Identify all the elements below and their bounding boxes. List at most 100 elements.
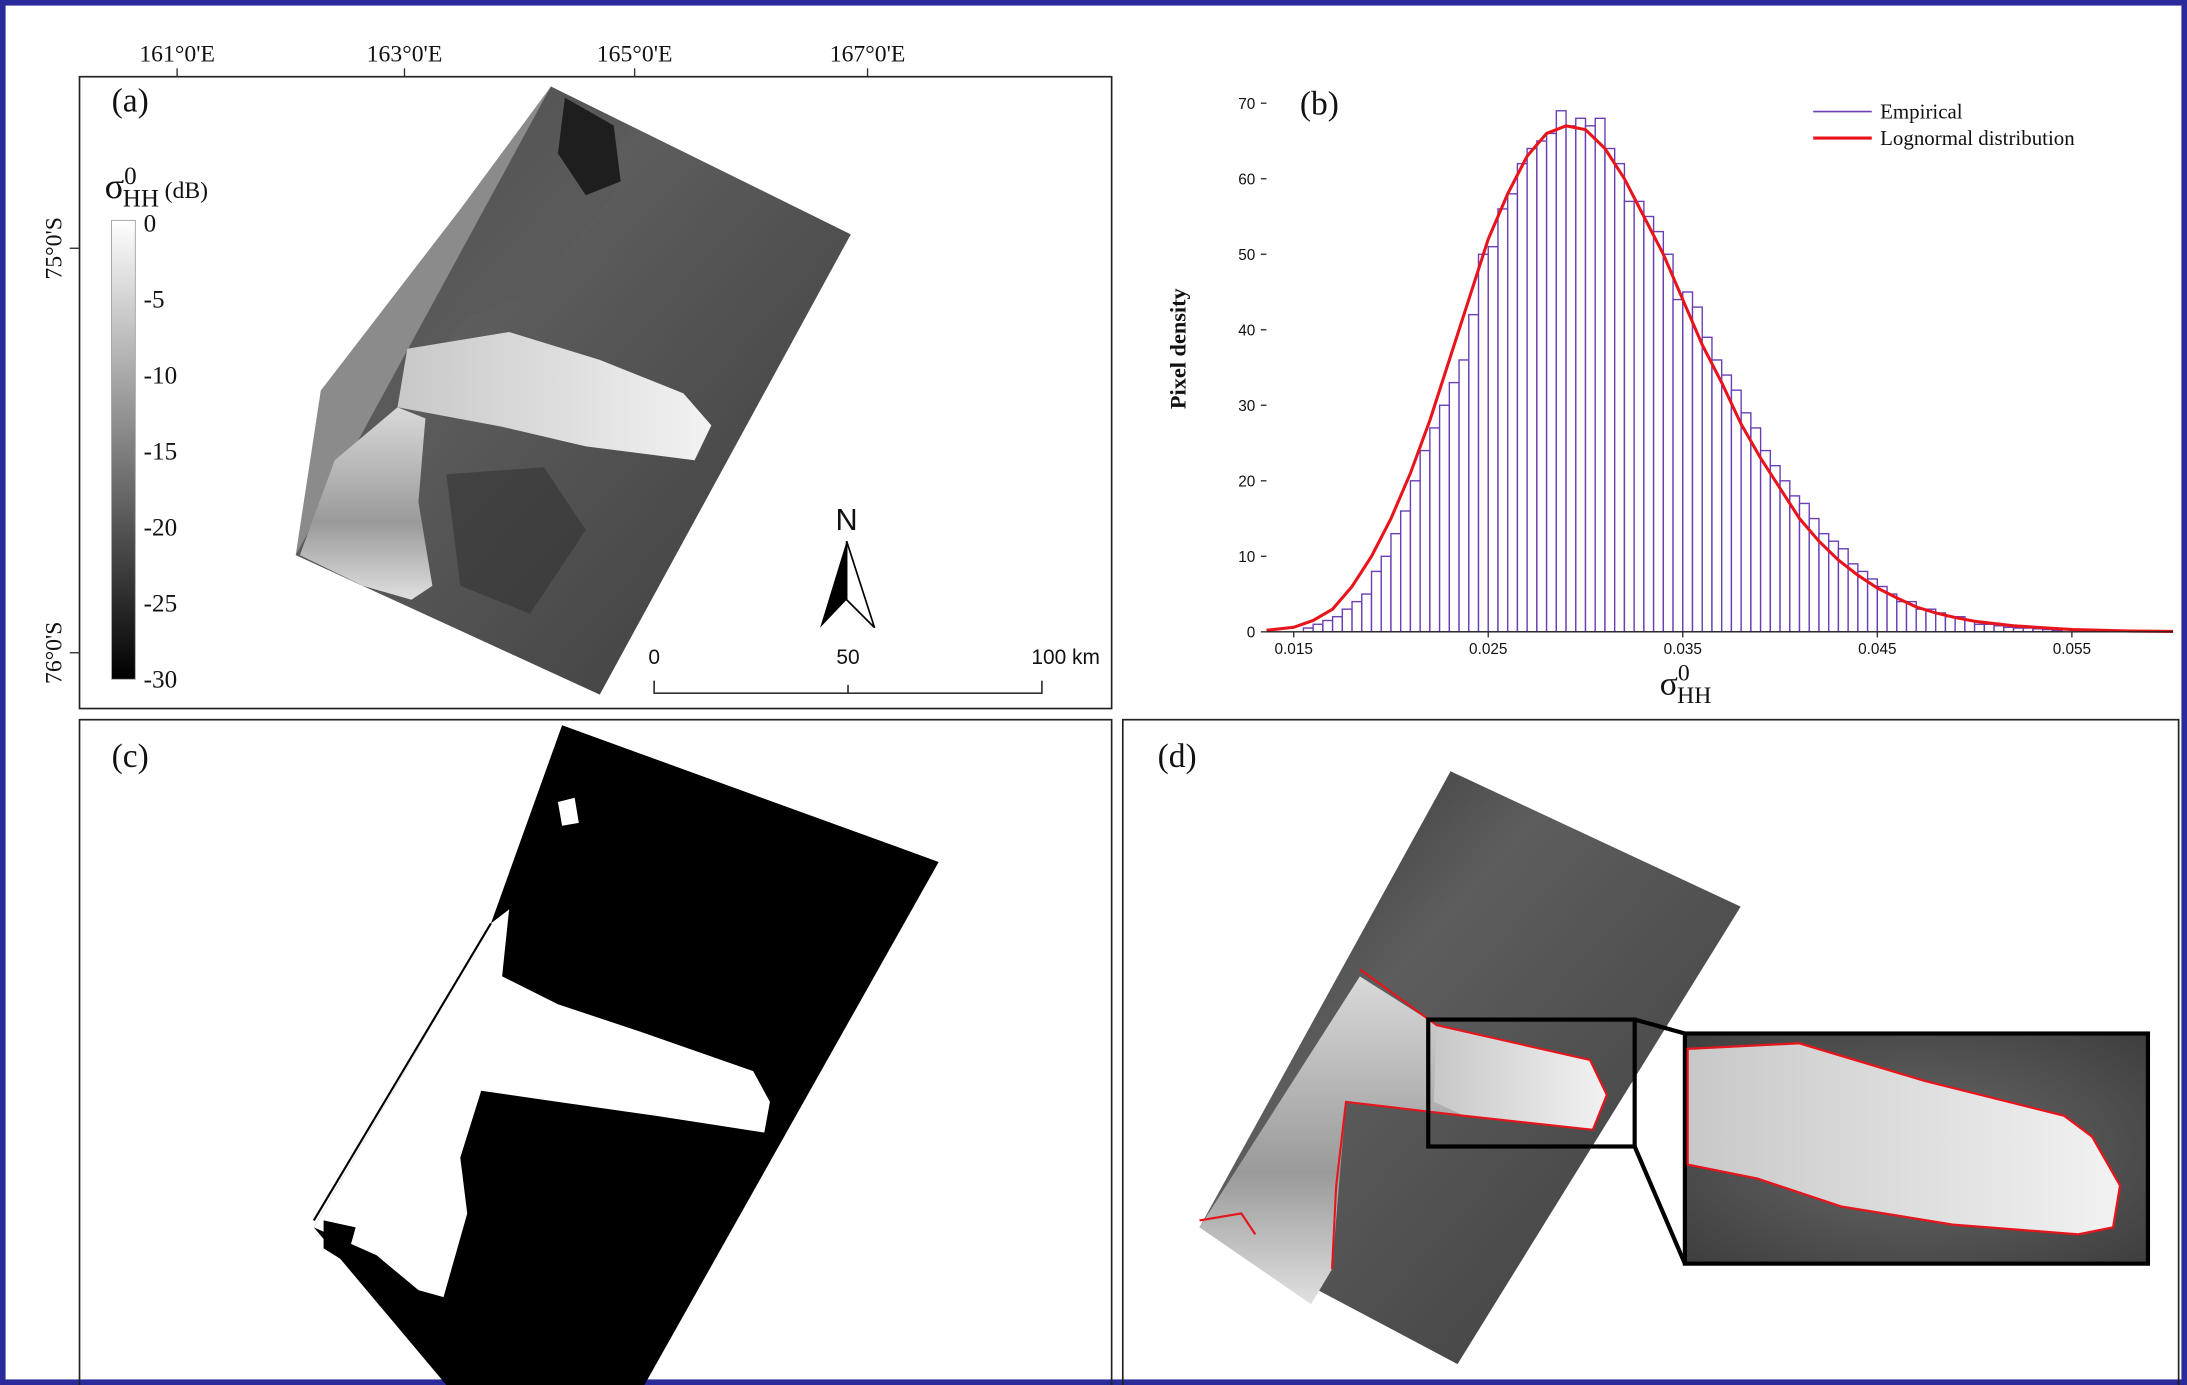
histogram-bar — [1342, 609, 1352, 632]
panel-label: (c) — [112, 738, 149, 775]
histogram-bar — [1527, 149, 1537, 632]
histogram-bar — [1488, 247, 1498, 632]
scale-label: 100 km — [1031, 646, 1100, 669]
panel-d: (d) — [1123, 720, 2179, 1385]
symbol: σ — [105, 166, 125, 206]
histogram-bar — [1654, 232, 1664, 632]
scale-label: 50 — [836, 646, 859, 669]
scale-label: 0 — [648, 646, 660, 669]
longitude-labels: 161°0'E 163°0'E 165°0'E 167°0'E — [139, 41, 905, 76]
colorbar-ticks: 0 -5 -10 -15 -20 -25 -30 — [144, 211, 177, 694]
histogram-bar — [1897, 602, 1907, 632]
histogram-bar — [1391, 534, 1401, 632]
subscript: HH — [1677, 683, 1711, 709]
north-arrow — [820, 541, 847, 627]
histogram-bar — [1770, 466, 1780, 632]
histogram-bar — [1556, 111, 1566, 632]
scale-bar — [654, 681, 1042, 694]
histogram-bar — [1975, 624, 1985, 632]
subscript: HH — [123, 185, 159, 212]
north-label: N — [836, 502, 858, 537]
longitude-label: 161°0'E — [139, 41, 215, 67]
x-tick-label: 0.035 — [1664, 641, 1702, 658]
histogram-bar — [1430, 428, 1440, 632]
histogram-bar — [1410, 481, 1420, 632]
histogram-bar — [1576, 118, 1586, 632]
panel-label: (a) — [112, 83, 149, 120]
histogram-bar — [1994, 626, 2004, 632]
latitude-label: 75°0'S — [41, 217, 67, 280]
histogram-bar — [1362, 594, 1372, 632]
y-tick-label: 40 — [1238, 322, 1255, 339]
zoom-connector — [1635, 1146, 1685, 1263]
histogram-bar — [1547, 133, 1557, 631]
histogram-bar — [1761, 451, 1771, 632]
histogram-bar — [1381, 556, 1391, 632]
colorbar-tick-label: 0 — [144, 211, 157, 238]
colorbar-tick-label: -25 — [144, 591, 177, 618]
panel-label: (d) — [1158, 738, 1197, 775]
histogram-bar — [1479, 254, 1489, 632]
histogram-bar — [1887, 594, 1897, 632]
histogram-bar — [1722, 375, 1732, 632]
legend-label: Empirical — [1880, 100, 1963, 124]
histogram-bar — [1731, 390, 1741, 632]
histogram-bar — [1449, 383, 1459, 632]
histogram-bar — [1420, 451, 1430, 632]
y-tick-label: 50 — [1238, 247, 1255, 264]
histogram-bar — [1313, 624, 1323, 632]
histogram-bar — [1624, 201, 1634, 631]
y-tick-label: 70 — [1238, 96, 1255, 113]
panel-c: (c) — [80, 720, 1112, 1385]
x-tick-label: 0.015 — [1275, 641, 1313, 658]
histogram-bar — [1498, 209, 1508, 632]
colorbar — [112, 220, 136, 679]
y-axis-title: Pixel density — [1166, 288, 1191, 409]
x-tick-label: 0.025 — [1469, 641, 1507, 658]
histogram-bar — [1586, 126, 1596, 632]
panel-a: (a) 161°0'E 163°0'E 165°0'E 167°0'E 75°0'S7… — [41, 41, 1111, 708]
longitude-label: 167°0'E — [830, 41, 906, 67]
histogram-bar — [1508, 194, 1518, 632]
colorbar-tick-label: -10 — [144, 363, 177, 390]
y-tick-label: 10 — [1238, 549, 1255, 566]
y-tick-label: 20 — [1238, 473, 1255, 490]
y-tick-label: 30 — [1238, 398, 1255, 415]
histogram-bar — [1566, 126, 1576, 632]
latitude-labels: 75°0'S76°0'S — [41, 217, 79, 684]
y-tick-label: 0 — [1247, 624, 1256, 641]
colorbar-tick-label: -5 — [144, 287, 165, 314]
histogram-bar — [1469, 315, 1479, 632]
colorbar-tick-label: -15 — [144, 439, 177, 466]
colorbar-tick-label: -30 — [144, 667, 177, 694]
histogram-bar — [1663, 254, 1673, 632]
histogram-bar — [1916, 609, 1926, 632]
panel-label: (b) — [1300, 85, 1339, 122]
longitude-label: 165°0'E — [597, 41, 673, 67]
histogram-bar — [1693, 307, 1703, 632]
histogram-bar — [1683, 292, 1693, 632]
histogram-bar — [1634, 201, 1644, 631]
longitude-label: 163°0'E — [367, 41, 443, 67]
histogram-bar — [1401, 511, 1411, 632]
histogram-bar — [1459, 360, 1469, 632]
histogram-bar — [1352, 602, 1362, 632]
histogram-bar — [1673, 300, 1683, 632]
histogram-bar — [1712, 360, 1722, 632]
histogram-bar — [1595, 118, 1605, 632]
histogram-bar — [1372, 571, 1382, 631]
colorbar-tick-label: -20 — [144, 515, 177, 542]
histogram-bar — [1605, 149, 1615, 632]
symbol: σ — [1660, 666, 1678, 703]
histogram-bar — [1333, 617, 1343, 632]
figure: (a) 161°0'E163°0'E165°0'E167°0'E 75°0'S7… — [0, 0, 2187, 1385]
unit: (dB) — [165, 178, 208, 204]
histogram-bar — [1615, 164, 1625, 632]
histogram-bar — [1984, 624, 1994, 632]
y-tick-label: 60 — [1238, 171, 1255, 188]
x-tick-label: 0.055 — [2053, 641, 2091, 658]
histogram-bar — [1440, 405, 1450, 632]
